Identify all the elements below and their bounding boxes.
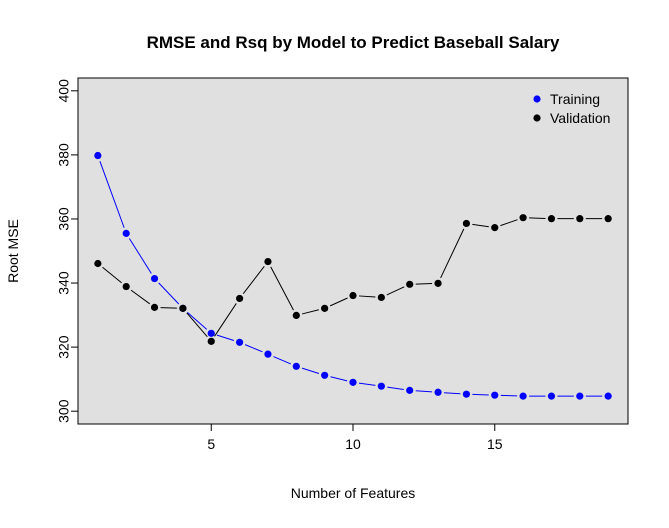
series-line-segment — [500, 394, 518, 397]
data-point — [576, 215, 584, 223]
series-validation — [94, 214, 612, 345]
data-point — [377, 293, 385, 302]
series-line-segment — [214, 303, 237, 337]
data-point — [462, 390, 471, 398]
series-line-segment — [270, 266, 294, 311]
data-point — [349, 291, 357, 300]
series-line-segment — [102, 266, 122, 284]
series-line-segment — [358, 382, 376, 386]
data-point — [150, 274, 159, 283]
series-line-segment — [99, 160, 125, 228]
data-point — [349, 378, 357, 386]
axes: 5 10 15 300 320 340 360 380 400 — [56, 79, 503, 452]
legend-label: Training — [550, 91, 600, 107]
data-point — [547, 392, 556, 400]
series-line-segment — [329, 297, 348, 307]
y-axis-label: Root MSE — [5, 219, 21, 283]
series-line-segment — [330, 376, 348, 382]
y-tick-label: 320 — [56, 335, 72, 359]
series-line-segment — [415, 283, 433, 285]
data-point — [264, 350, 272, 358]
data-point — [604, 215, 612, 223]
x-tick-label: 15 — [487, 436, 503, 452]
data-point — [406, 280, 414, 288]
data-point — [576, 392, 584, 400]
y-tick-label: 340 — [56, 271, 72, 295]
data-point — [207, 329, 215, 337]
x-tick-label: 5 — [207, 436, 215, 452]
y-tick-label: 380 — [56, 143, 72, 167]
data-point — [491, 391, 499, 399]
legend-marker — [533, 114, 541, 122]
series-line-segment — [500, 219, 518, 227]
series-line-segment — [386, 286, 405, 296]
series-line-segment — [302, 309, 319, 315]
data-point — [434, 279, 442, 287]
data-point — [264, 257, 272, 266]
y-tick-label: 300 — [56, 399, 72, 423]
series-line-segment — [158, 282, 180, 305]
series-group — [94, 151, 612, 400]
y-tick-label: 360 — [56, 207, 72, 231]
series-line-segment — [444, 392, 461, 395]
data-point — [491, 224, 499, 232]
series-line-segment — [160, 307, 177, 309]
y-tick-label: 400 — [56, 79, 72, 103]
series-line-segment — [273, 356, 291, 365]
data-point — [94, 151, 102, 160]
data-point — [122, 282, 130, 291]
data-point — [321, 371, 329, 379]
series-line-segment — [415, 390, 433, 393]
data-point — [519, 392, 527, 400]
series-line-segment — [387, 386, 404, 390]
data-point — [292, 311, 300, 319]
data-point — [207, 337, 215, 345]
series-line-segment — [186, 312, 208, 338]
x-tick-label: 10 — [345, 436, 361, 452]
data-point — [150, 303, 159, 311]
data-point — [406, 386, 414, 394]
data-point — [434, 388, 442, 396]
series-line-segment — [440, 228, 465, 279]
data-point — [94, 259, 102, 268]
x-axis-label: Number of Features — [291, 485, 416, 501]
series-line-segment — [472, 393, 489, 396]
series-line-segment — [301, 367, 320, 374]
data-point — [292, 362, 300, 370]
legend-marker — [533, 95, 541, 103]
series-line-segment — [216, 334, 235, 341]
series-line-segment — [358, 295, 376, 298]
chart-title: RMSE and Rsq by Model to Predict Basebal… — [147, 33, 560, 52]
series-line-segment — [187, 311, 208, 330]
data-point — [519, 214, 527, 222]
data-point — [122, 229, 130, 237]
data-point — [604, 392, 612, 400]
data-point — [321, 304, 329, 312]
data-point — [547, 215, 556, 223]
series-line-segment — [244, 344, 263, 353]
data-point — [235, 294, 244, 303]
plot-background — [77, 77, 629, 425]
series-line-segment — [529, 217, 546, 219]
series-line-segment — [130, 289, 151, 305]
data-point — [179, 304, 187, 312]
data-point — [377, 382, 385, 390]
data-point — [235, 338, 244, 346]
data-point — [462, 219, 471, 228]
series-line-segment — [128, 238, 152, 274]
legend-label: Validation — [550, 110, 610, 126]
series-line-segment — [242, 266, 265, 294]
series-line-segment — [472, 223, 489, 228]
legend: Training Validation — [533, 91, 610, 126]
